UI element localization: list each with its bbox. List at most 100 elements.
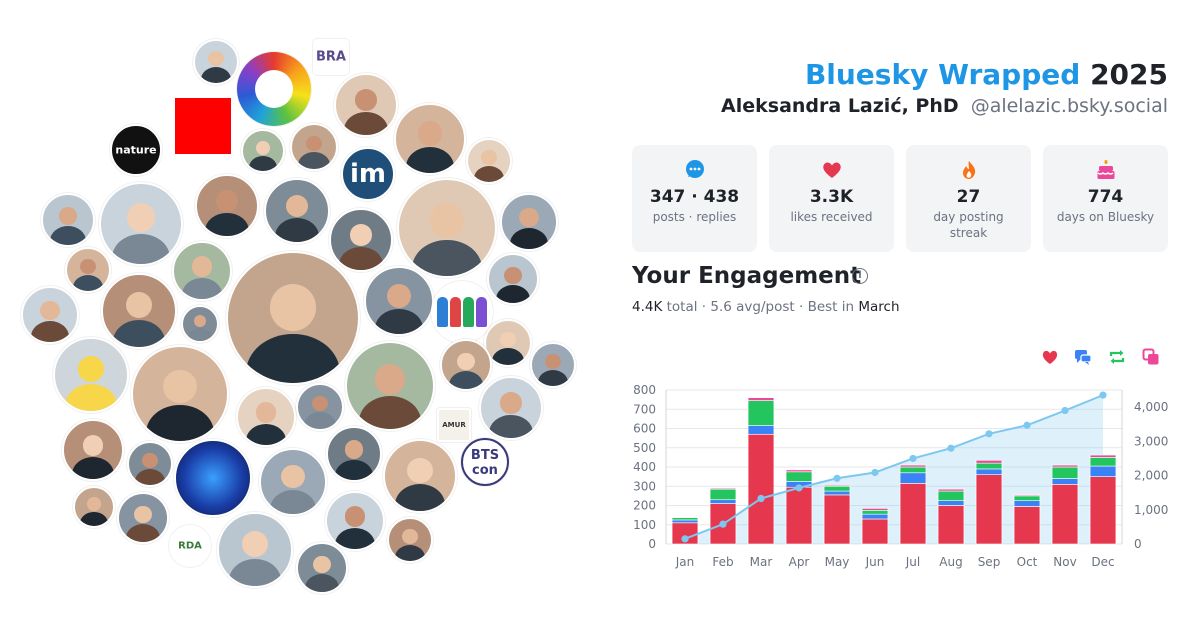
logo-people-group bbox=[431, 281, 493, 343]
bar-segment bbox=[709, 499, 737, 504]
logo-text: AMUR bbox=[442, 421, 466, 429]
avatar bbox=[500, 193, 558, 251]
engagement-best-month: March bbox=[858, 299, 900, 315]
avatar bbox=[364, 266, 434, 336]
bar-segment bbox=[899, 466, 927, 474]
x-tick-label: Dec bbox=[1091, 555, 1114, 569]
cumulative-point bbox=[947, 444, 955, 452]
y-tick-label: 600 bbox=[633, 422, 656, 436]
avatar bbox=[334, 73, 398, 137]
brain-image bbox=[174, 439, 252, 517]
cumulative-point bbox=[833, 474, 841, 482]
cumulative-point bbox=[681, 535, 689, 543]
cumulative-area bbox=[685, 395, 1103, 544]
x-tick-label: Nov bbox=[1053, 555, 1076, 569]
bar-segment bbox=[975, 462, 1003, 470]
x-tick-label: Jun bbox=[865, 555, 885, 569]
avatar bbox=[226, 251, 360, 385]
logo-rda: RDA bbox=[169, 525, 211, 567]
avatar bbox=[325, 491, 385, 551]
x-tick-label: Oct bbox=[1017, 555, 1038, 569]
stat-card-posts: 347 · 438 posts · replies bbox=[632, 145, 757, 252]
x-tick-label: Aug bbox=[939, 555, 962, 569]
stat-value: 27 bbox=[956, 187, 981, 207]
avatar bbox=[193, 39, 239, 85]
avatar bbox=[387, 517, 433, 563]
page-title: Bluesky Wrapped 2025 bbox=[805, 58, 1168, 91]
avatar-collage: BRA nature im AMUR BTS con RDA bbox=[21, 39, 576, 594]
stat-value: 3.3K bbox=[809, 187, 854, 207]
avatar bbox=[101, 273, 177, 349]
reply-icon[interactable] bbox=[1074, 348, 1092, 366]
bar-segment bbox=[785, 469, 813, 473]
avatar bbox=[99, 182, 183, 266]
flame-icon bbox=[962, 161, 975, 179]
bar-segment bbox=[937, 500, 965, 506]
cumulative-point bbox=[757, 494, 765, 503]
logo-nature: nature bbox=[110, 124, 162, 176]
bar-segment bbox=[1051, 464, 1079, 468]
stat-label: posts · replies bbox=[652, 210, 737, 224]
bar-segment bbox=[975, 474, 1003, 545]
bar-segment bbox=[671, 516, 699, 518]
avatar bbox=[65, 247, 111, 293]
bar-segment bbox=[823, 484, 851, 487]
bar-segment bbox=[709, 488, 737, 501]
bar-segment bbox=[899, 472, 927, 484]
logo-im: im bbox=[341, 147, 395, 201]
bar-segment bbox=[975, 459, 1003, 464]
avatar bbox=[195, 174, 259, 238]
engagement-total: 4.4K bbox=[632, 299, 663, 315]
avatar bbox=[117, 492, 169, 544]
repost-icon[interactable] bbox=[1108, 348, 1126, 366]
x-tick-label: Apr bbox=[789, 555, 810, 569]
logo-text: BRA bbox=[316, 49, 346, 65]
bar-segment bbox=[861, 518, 889, 545]
logo-text: nature bbox=[115, 143, 157, 157]
cumulative-point bbox=[909, 454, 917, 463]
bar-segment bbox=[1013, 495, 1041, 501]
avatar bbox=[290, 123, 338, 171]
avatar bbox=[530, 342, 576, 388]
avatar bbox=[264, 178, 330, 244]
bar-segment bbox=[823, 490, 851, 496]
x-tick-label: Feb bbox=[712, 555, 733, 569]
bar-segment bbox=[937, 490, 965, 501]
bar-segment bbox=[785, 486, 813, 545]
avatar bbox=[172, 241, 232, 301]
stat-card-streak: 27 day posting streak bbox=[906, 145, 1031, 252]
avatar bbox=[466, 138, 512, 184]
bar-segment bbox=[747, 400, 775, 426]
bar-segment bbox=[1013, 506, 1041, 545]
logo-red-square bbox=[175, 98, 231, 154]
y-tick-label: 100 bbox=[633, 518, 656, 532]
y-tick-label: 300 bbox=[633, 479, 656, 493]
cumulative-point bbox=[1061, 406, 1069, 415]
avatar bbox=[394, 103, 466, 175]
logo-amur: AMUR bbox=[437, 408, 471, 442]
avatar bbox=[484, 319, 532, 367]
x-tick-label: May bbox=[825, 555, 850, 569]
heart-icon[interactable] bbox=[1041, 348, 1059, 366]
info-icon[interactable]: i bbox=[852, 268, 868, 284]
y-tick-label: 700 bbox=[633, 402, 656, 416]
avatar bbox=[329, 208, 393, 272]
speech-bubble-icon bbox=[685, 160, 704, 178]
cumulative-point bbox=[985, 430, 993, 438]
stat-label: days on Bluesky bbox=[1056, 210, 1155, 224]
avatar bbox=[241, 129, 285, 173]
logo-bra: BRA bbox=[313, 39, 349, 75]
bar-segment bbox=[861, 510, 889, 515]
bar-segment bbox=[785, 471, 813, 482]
bar-segment bbox=[861, 508, 889, 511]
stat-card-days: 774 days on Bluesky bbox=[1043, 145, 1168, 252]
avatar bbox=[181, 305, 219, 343]
title-brand: Bluesky Wrapped bbox=[804, 58, 1081, 91]
logo-text: RDA bbox=[178, 540, 202, 552]
avatar bbox=[326, 426, 382, 482]
y2-tick-label: 4,000 bbox=[1134, 400, 1168, 414]
y2-tick-label: 1,000 bbox=[1134, 503, 1168, 517]
quote-icon[interactable] bbox=[1142, 348, 1160, 366]
engagement-heading: Your Engagement bbox=[632, 263, 862, 289]
engagement-best-prefix: Best in bbox=[807, 299, 855, 315]
